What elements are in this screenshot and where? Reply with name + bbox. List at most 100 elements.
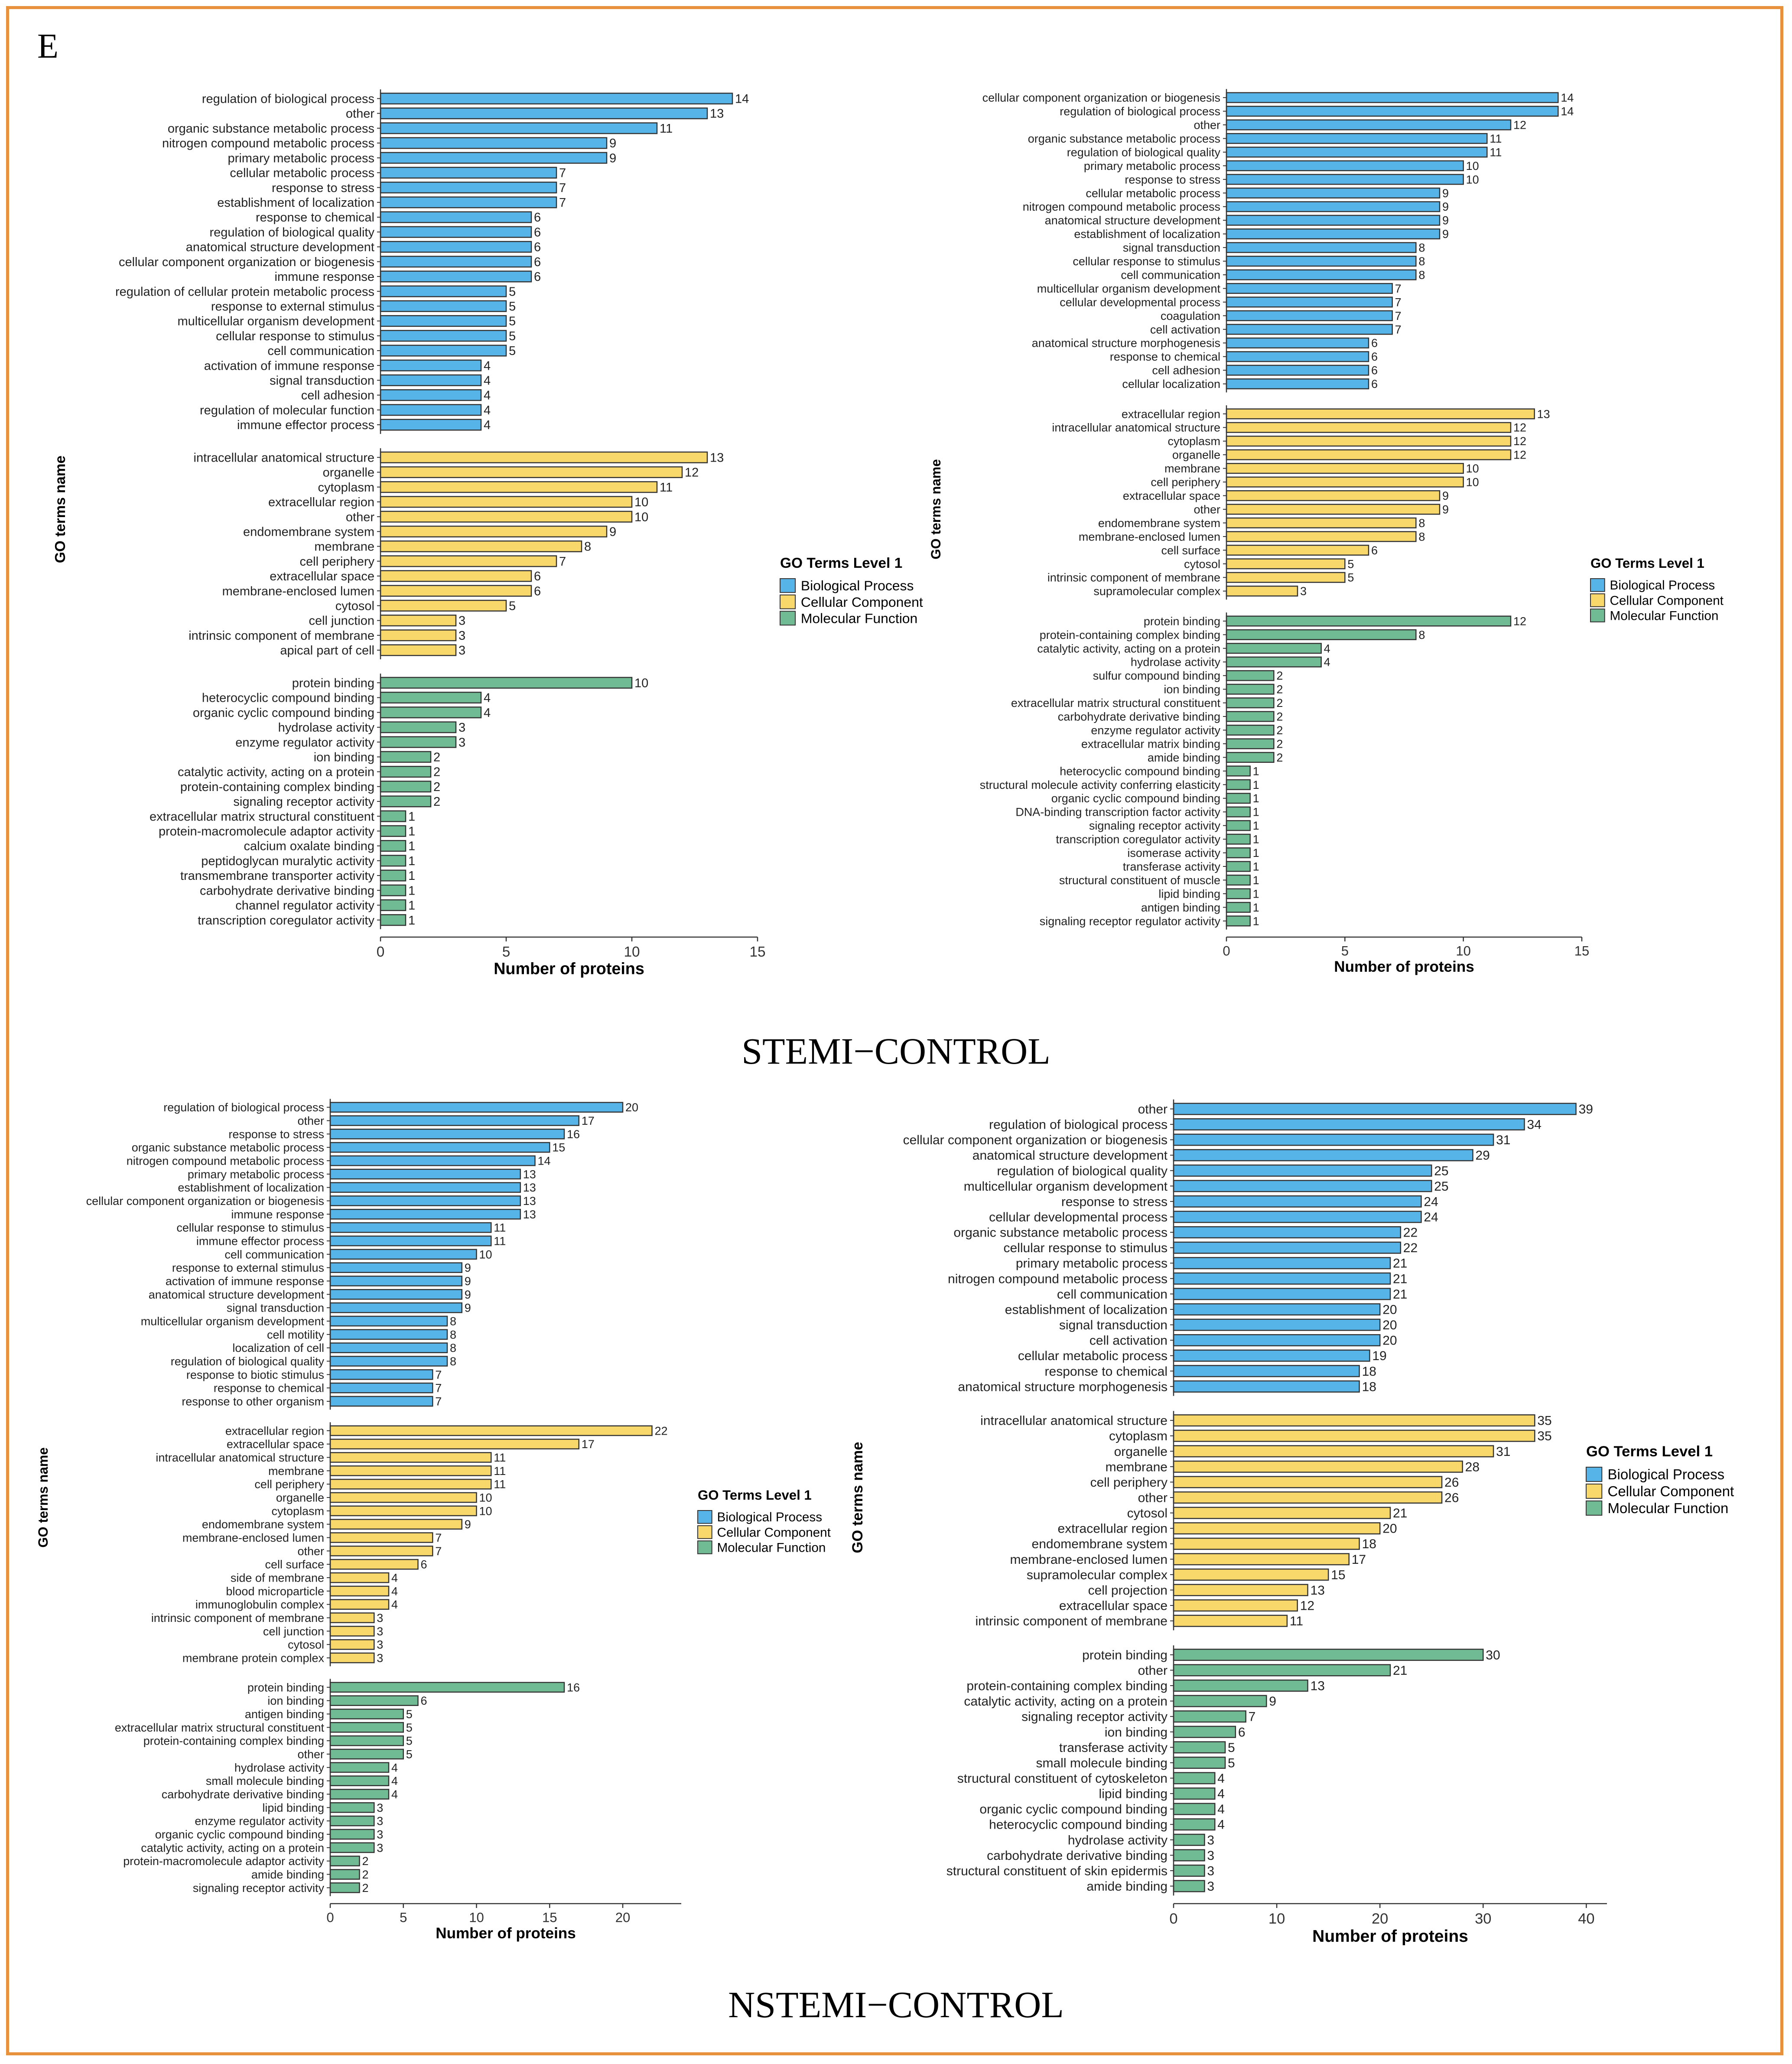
y-tick-label: signal transduction <box>1123 241 1220 254</box>
data-label: 18 <box>1362 1537 1376 1551</box>
data-label: 13 <box>710 107 724 121</box>
bar <box>380 855 407 867</box>
bar <box>329 1369 433 1380</box>
y-tick-label: cellular metabolic process <box>1018 1349 1168 1363</box>
legend-entry: Cellular Component <box>717 1525 831 1540</box>
bar <box>329 1249 477 1260</box>
bar <box>1173 1118 1525 1131</box>
x-axis-title: Number of proteins <box>436 1925 576 1942</box>
data-label: 12 <box>1513 421 1526 434</box>
bar <box>329 1396 433 1407</box>
data-label: 24 <box>1424 1195 1438 1209</box>
data-label: 10 <box>634 510 648 524</box>
x-tick-label: 40 <box>1578 1911 1594 1927</box>
data-label: 10 <box>1466 160 1479 173</box>
y-tick-label: cell periphery <box>300 555 375 569</box>
data-label: 5 <box>509 315 516 329</box>
y-tick-label: intracellular anatomical structure <box>980 1414 1168 1428</box>
y-tick-label: extracellular matrix binding <box>1081 737 1220 750</box>
y-tick-label: carbohydrate derivative binding <box>200 884 374 898</box>
y-tick-label: regulation of biological quality <box>1067 146 1221 159</box>
bar <box>1226 517 1417 529</box>
data-label: 6 <box>534 584 541 598</box>
legend-entry: Cellular Component <box>801 594 923 610</box>
data-label: 6 <box>1371 350 1378 363</box>
data-label: 8 <box>450 1355 456 1368</box>
data-label: 11 <box>494 1451 506 1464</box>
bar <box>329 1128 565 1139</box>
data-label: 14 <box>735 92 749 106</box>
data-label: 7 <box>559 196 566 210</box>
y-tick-label: extracellular space <box>1123 489 1220 502</box>
data-label: 4 <box>391 1788 398 1801</box>
legend-title: GO Terms Level 1 <box>780 555 902 571</box>
data-label: 13 <box>710 451 724 465</box>
y-tick-label: carbohydrate derivative binding <box>162 1788 324 1801</box>
data-label: 17 <box>582 1114 595 1127</box>
data-label: 10 <box>634 495 648 509</box>
data-label: 3 <box>377 1841 383 1854</box>
data-label: 1 <box>408 810 415 824</box>
data-label: 1 <box>1253 806 1259 819</box>
y-tick-label: membrane <box>314 540 374 554</box>
legend-swatch <box>780 611 796 626</box>
data-label: 28 <box>1465 1460 1480 1474</box>
data-label: 5 <box>509 285 516 299</box>
y-tick-label: response to other organism <box>182 1395 324 1408</box>
bar <box>1173 1803 1216 1815</box>
data-label: 11 <box>1490 132 1502 145</box>
bar <box>1173 1349 1370 1362</box>
bar <box>380 481 658 493</box>
y-tick-label: other <box>1138 1102 1168 1117</box>
data-label: 1 <box>1253 901 1259 914</box>
y-tick-label: anatomical structure morphogenesis <box>1032 337 1220 350</box>
y-tick-label: other <box>346 107 374 121</box>
y-tick-label: antigen binding <box>1141 901 1220 914</box>
bar <box>329 1652 375 1664</box>
y-tick-label: regulation of biological quality <box>997 1164 1168 1178</box>
bar <box>1226 92 1559 103</box>
bar <box>1226 422 1512 433</box>
data-label: 2 <box>433 780 440 794</box>
legend-swatch <box>1586 1500 1603 1516</box>
y-tick-label: cytosol <box>335 599 374 613</box>
y-tick-label: membrane protein complex <box>182 1651 325 1664</box>
y-tick-label: regulation of molecular function <box>200 404 374 417</box>
y-tick-label: primary metabolic process <box>1016 1257 1168 1271</box>
y-tick-label: enzyme regulator activity <box>1091 724 1220 737</box>
bar <box>329 1829 375 1840</box>
y-tick-label: cytoplasm <box>1109 1429 1168 1443</box>
y-tick-label: organic cyclic compound binding <box>193 706 374 720</box>
y-tick-label: nitrogen compound metabolic process <box>1023 200 1220 213</box>
data-label: 20 <box>1382 1318 1397 1332</box>
bar <box>1173 1880 1205 1892</box>
bar <box>329 1695 419 1706</box>
y-tick-label: signaling receptor activity <box>233 795 374 809</box>
data-label: 31 <box>1496 1133 1510 1147</box>
legend-entry: Biological Process <box>801 578 914 593</box>
bar <box>329 1276 462 1286</box>
bar <box>1226 847 1251 859</box>
y-tick-label: cell junction <box>309 614 374 628</box>
bar <box>1173 1257 1391 1270</box>
data-label: 4 <box>391 1585 398 1598</box>
data-label: 7 <box>559 181 566 195</box>
data-label: 5 <box>406 1708 413 1721</box>
y-tick-label: nitrogen compound metabolic process <box>127 1154 324 1167</box>
section-title-nstemi: NSTEMI−CONTROL <box>728 1984 1064 2025</box>
x-tick-label: 10 <box>1268 1911 1285 1927</box>
bar <box>1173 1288 1391 1300</box>
bar <box>1226 160 1464 171</box>
y-tick-label: primary metabolic process <box>1084 160 1220 173</box>
data-label: 4 <box>1324 642 1330 655</box>
y-tick-label: regulation of biological process <box>989 1118 1168 1132</box>
data-label: 3 <box>1300 585 1307 598</box>
data-label: 21 <box>1393 1257 1407 1271</box>
data-label: 2 <box>1276 737 1283 750</box>
y-tick-label: cellular response to stimulus <box>216 329 374 343</box>
y-tick-label: cell communication <box>1057 1287 1168 1302</box>
bar <box>329 1492 477 1503</box>
y-tick-label: cytoplasm <box>318 481 374 495</box>
y-tick-label: heterocyclic compound binding <box>202 691 374 705</box>
bar <box>329 1625 375 1637</box>
